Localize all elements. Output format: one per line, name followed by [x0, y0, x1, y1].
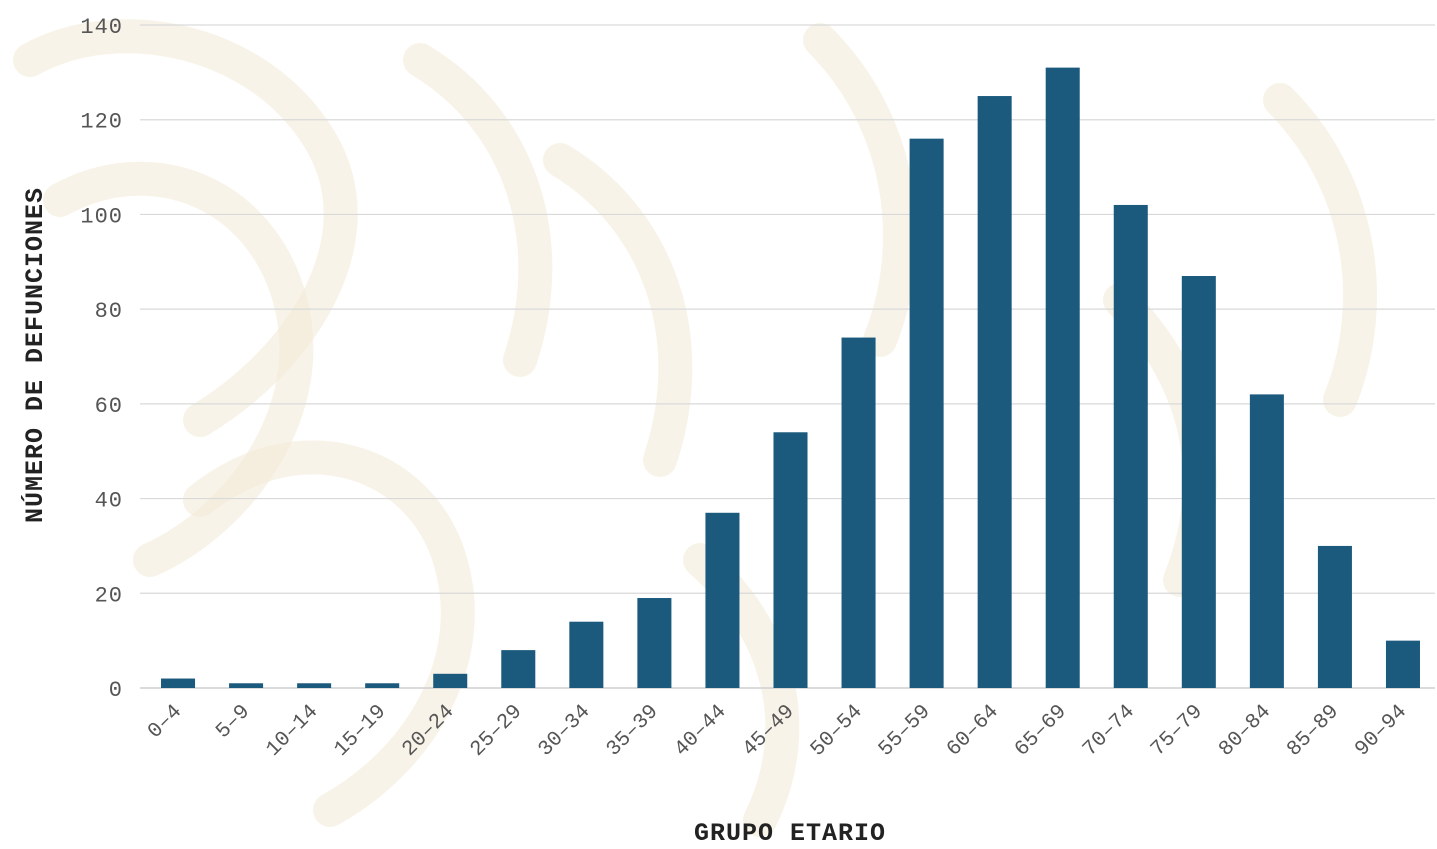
x-tick-label: 90–94	[1351, 701, 1412, 762]
x-axis-title: GRUPO ETARIO	[694, 819, 886, 848]
watermark-swirl	[543, 143, 693, 477]
x-tick-label: 10–14	[262, 701, 323, 762]
bar-60-64	[977, 96, 1012, 689]
watermark-swirl	[803, 23, 917, 357]
y-axis-title: NÚMERO DE DEFUNCIONES	[20, 187, 50, 523]
bar-55-59	[909, 138, 944, 688]
bar-30-34	[569, 621, 604, 688]
bar-35-39	[637, 598, 672, 688]
y-tick-label: 80	[95, 299, 123, 324]
bar-90-94	[1385, 640, 1420, 688]
x-tick-label: 70–74	[1079, 701, 1140, 762]
watermark-swirl	[43, 161, 314, 577]
bar-20-24	[433, 673, 468, 688]
bar-85-89	[1317, 545, 1352, 688]
x-tick-label: 65–69	[1011, 701, 1072, 762]
x-tick-label: 30–34	[534, 701, 595, 762]
x-tick-label: 75–79	[1147, 701, 1208, 762]
bar-65-69	[1045, 67, 1080, 688]
bars	[161, 67, 1420, 689]
y-tick-label: 40	[95, 489, 123, 514]
x-tick-label: 25–29	[466, 701, 527, 762]
y-tick-label: 0	[109, 678, 123, 703]
background-watermark	[13, 19, 1377, 837]
y-tick-label: 20	[95, 583, 123, 608]
x-tick-label: 5–9	[212, 701, 255, 744]
bar-80-84	[1249, 394, 1284, 688]
bar-5-9	[229, 683, 264, 688]
x-tick-label: 0–4	[144, 701, 187, 744]
bar-45-49	[773, 432, 808, 688]
y-tick-label: 120	[80, 110, 123, 135]
bar-40-44	[705, 512, 740, 688]
watermark-swirl	[403, 43, 553, 377]
x-tick-label: 85–89	[1283, 701, 1344, 762]
bar-10-14	[297, 683, 332, 688]
bar-25-29	[501, 650, 536, 688]
bar-0-4	[161, 678, 196, 688]
bar-70-74	[1113, 204, 1148, 688]
y-tick-label: 100	[80, 204, 123, 229]
x-tick-label: 60–64	[943, 701, 1004, 762]
bar-75-79	[1181, 275, 1216, 688]
x-tick-label: 35–39	[603, 701, 664, 762]
x-tick-label: 50–54	[807, 701, 868, 762]
y-tick-label: 60	[95, 394, 123, 419]
x-tick-label: 80–84	[1215, 701, 1276, 762]
watermark-swirl	[1263, 83, 1377, 417]
bar-50-54	[841, 337, 876, 688]
y-axis-ticks: 0 20 40 60 80 100 120 140	[80, 15, 123, 703]
y-tick-label: 140	[80, 15, 123, 40]
watermark-swirl	[183, 440, 475, 827]
x-tick-label: 55–59	[875, 701, 936, 762]
bar-15-19	[365, 683, 400, 688]
x-tick-label: 40–44	[671, 701, 732, 762]
